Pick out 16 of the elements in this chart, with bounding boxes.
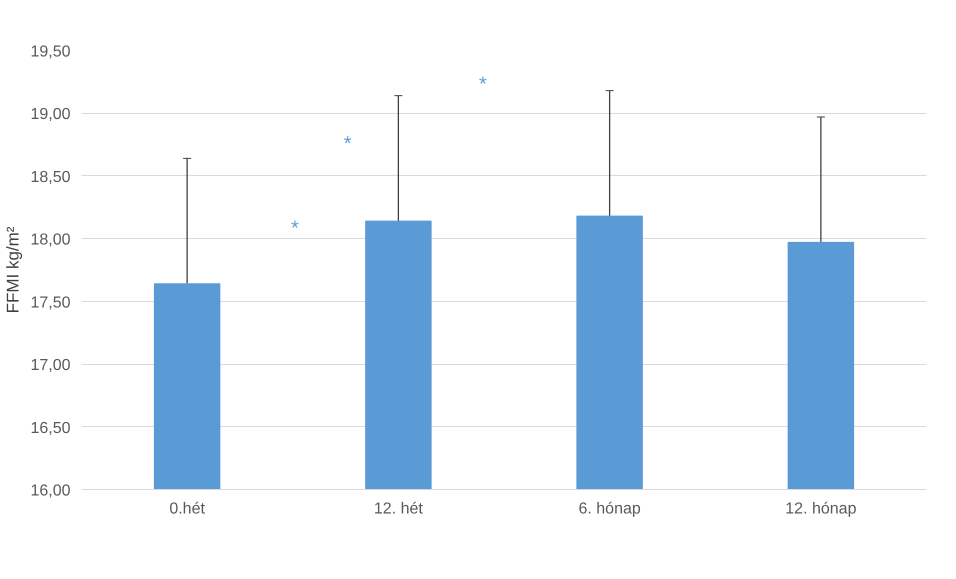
y-tick-label: 18,00 (30, 232, 71, 249)
y-tick-label: 19,50 (30, 44, 71, 60)
y-tick-label: 16,00 (30, 482, 71, 500)
annotation: * (344, 133, 352, 156)
y-tick-label: 17,50 (30, 294, 71, 312)
y-tick-label: 17,00 (30, 357, 71, 374)
annotation: * (478, 73, 487, 96)
annotation: * (290, 217, 299, 240)
y-tick-label: 16,50 (30, 420, 71, 437)
y-tick-label: 18,50 (30, 168, 71, 186)
x-tick-label: 0.hét (169, 500, 206, 518)
x-tick-label: 6. hónap (578, 500, 641, 518)
x-tick-label: 12. hónap (785, 500, 857, 518)
x-tick-label: 12. hét (374, 500, 424, 518)
y-tick-label: 19,00 (30, 106, 71, 124)
y-axis-title: FFMI kg/m² (3, 226, 22, 314)
